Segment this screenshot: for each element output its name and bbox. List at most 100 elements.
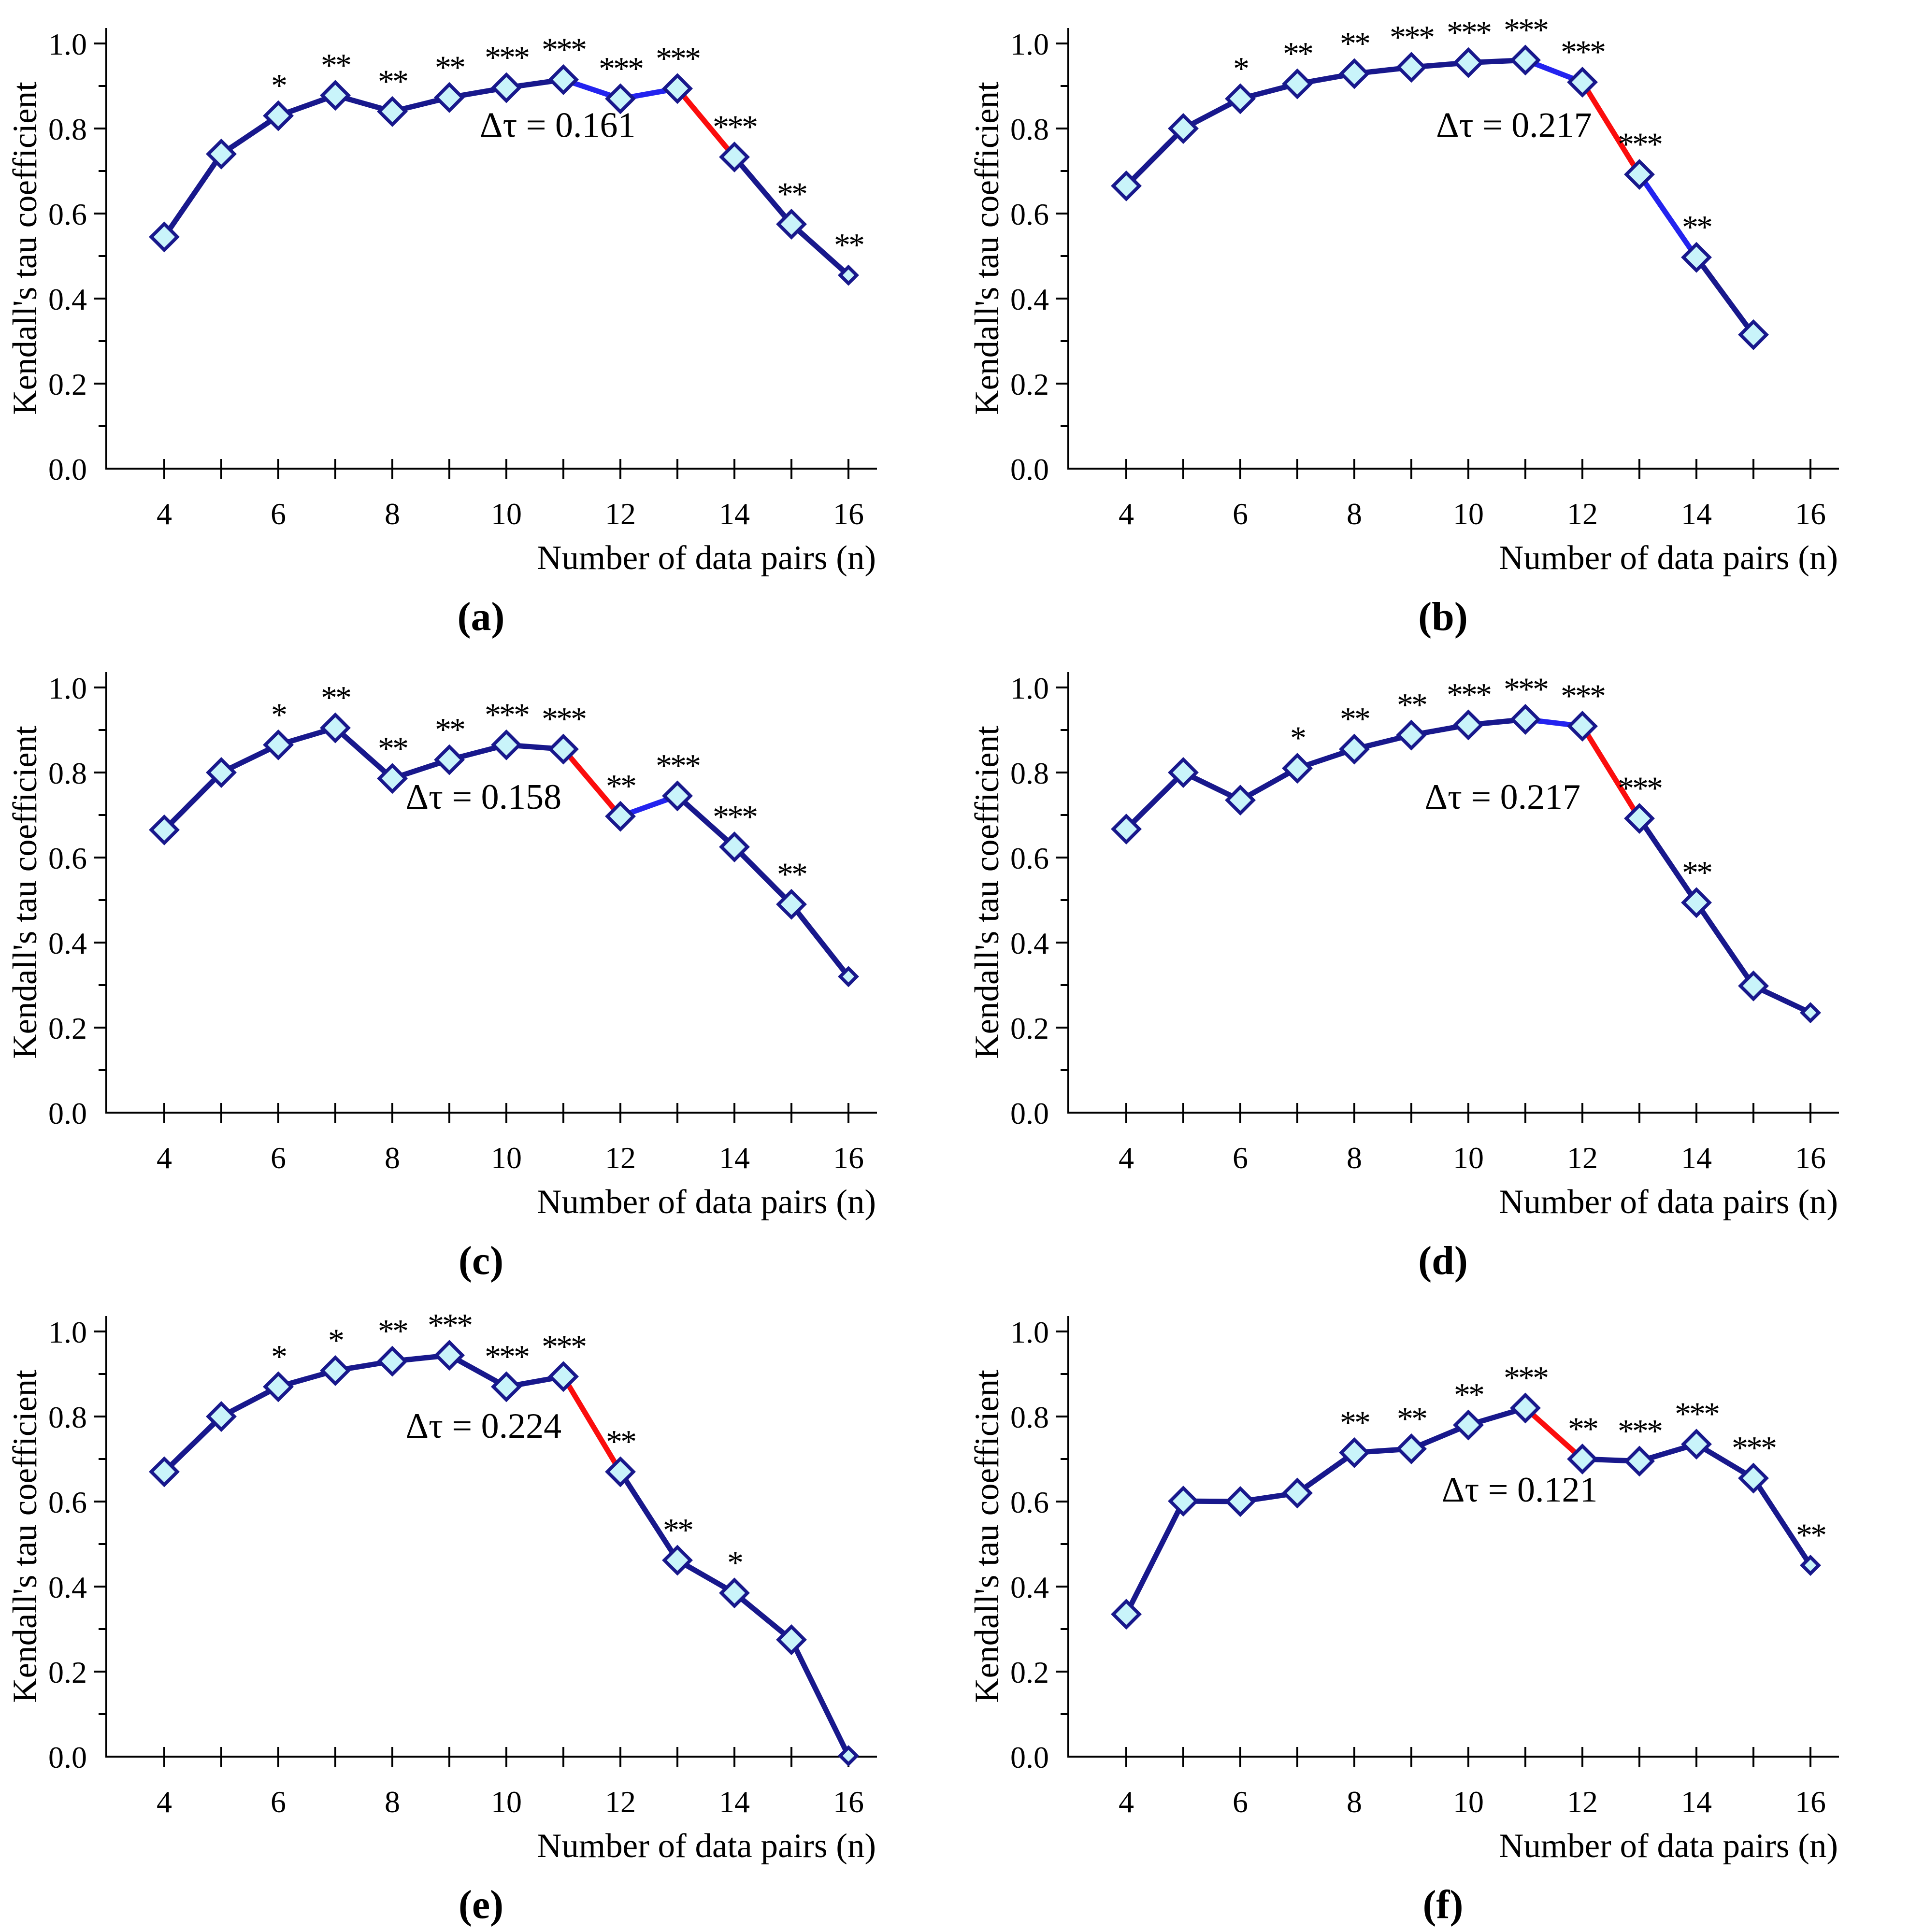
chart-e-svg: 0.0 0.2 0.4 0.6 0.8 1.0 4 6 8 10 12 14 16 Number of d… <box>6 1306 877 1865</box>
significance-stars: ** <box>777 856 806 892</box>
data-point-marker <box>491 1371 522 1402</box>
significance-stars: ** <box>435 711 464 748</box>
data-point-marker <box>1681 242 1712 273</box>
data-point-marker <box>1567 67 1598 98</box>
significance-stars: ** <box>1796 1517 1825 1553</box>
line-segment <box>1124 127 1185 188</box>
y-tick-label: 0.8 <box>48 1400 87 1434</box>
line-segment-red-drop <box>1523 1406 1584 1461</box>
data-point-marker <box>1567 711 1598 742</box>
x-tick-label: 16 <box>1795 1785 1826 1819</box>
y-axis-title: Kendall's tau coefficient <box>6 1370 44 1703</box>
line-segment-red-drop <box>561 1375 623 1474</box>
data-point-marker <box>206 757 237 788</box>
chart-a-svg: 0.0 0.2 0.4 0.6 0.8 1.0 4 6 8 10 12 14 16 Number of d… <box>6 27 877 577</box>
y-tick-label: 1.0 <box>48 1315 87 1349</box>
significance-stars: *** <box>1561 677 1605 714</box>
x-tick-label: 8 <box>1347 1785 1362 1819</box>
significance-stars: *** <box>1504 671 1548 707</box>
chart-c-svg: 0.0 0.2 0.4 0.6 0.8 1.0 4 6 8 10 12 14 16 Number of d… <box>6 671 877 1221</box>
data-point-marker <box>1339 1437 1370 1468</box>
y-tick-label: 0.4 <box>48 926 87 960</box>
panel-f: 0.0 0.2 0.4 0.6 0.8 1.0 4 6 8 10 12 14 16 Number of d… <box>962 1288 1924 1932</box>
y-tick-label: 0.0 <box>1010 1740 1049 1775</box>
y-axis-title: Kendall's tau coefficient <box>968 726 1006 1059</box>
chart-f-svg: 0.0 0.2 0.4 0.6 0.8 1.0 4 6 8 10 12 14 16 Number of d… <box>968 1315 1839 1865</box>
data-point-marker <box>548 64 579 95</box>
line-segment-red-drop <box>1580 81 1642 176</box>
x-tick-label: 8 <box>385 497 400 531</box>
x-tick-label: 6 <box>1233 497 1248 531</box>
data-point-marker <box>1624 159 1655 190</box>
y-axis-title: Kendall's tau coefficient <box>968 82 1006 415</box>
significance-stars: *** <box>542 701 586 737</box>
data-point-marker <box>377 763 408 794</box>
panel-caption-f: (f) <box>1422 1882 1464 1927</box>
y-tick-label: 0.2 <box>48 1655 87 1689</box>
data-point-marker <box>206 138 237 170</box>
x-tick-label: 12 <box>1567 1141 1598 1175</box>
significance-stars: *** <box>1561 33 1605 70</box>
data-point-marker <box>149 221 180 253</box>
y-tick-label: 0.0 <box>1010 452 1049 487</box>
significance-stars: ** <box>321 679 350 716</box>
significance-stars: *** <box>1618 1412 1662 1449</box>
data-point-marker <box>1681 887 1712 918</box>
data-point-marker <box>1510 1392 1541 1424</box>
x-tick-label: 4 <box>1119 1141 1134 1175</box>
significance-stars: *** <box>485 1338 529 1374</box>
data-point-marker <box>838 264 859 286</box>
significance-stars: ** <box>834 227 863 263</box>
line-segment <box>162 152 224 239</box>
line-segment-red-drop <box>561 747 623 818</box>
significance-stars: *** <box>1504 11 1548 48</box>
significance-stars: *** <box>1675 1395 1719 1432</box>
line-segment <box>1751 1476 1813 1567</box>
data-point-marker <box>491 729 522 760</box>
significance-stars: *** <box>1447 676 1491 713</box>
delta-tau-annotation: Δτ = 0.217 <box>1436 106 1592 145</box>
panel-e: 0.0 0.2 0.4 0.6 0.8 1.0 4 6 8 10 12 14 16 Number of d… <box>0 1288 962 1932</box>
data-point-marker <box>434 744 465 775</box>
data-point-marker <box>838 1745 859 1767</box>
y-tick-label: 0.4 <box>1010 1570 1049 1604</box>
data-point-marker <box>1624 803 1655 834</box>
y-axis-title: Kendall's tau coefficient <box>968 1370 1006 1703</box>
y-tick-label: 0.6 <box>48 197 87 231</box>
y-tick-label: 0.8 <box>1010 1400 1049 1434</box>
delta-tau-annotation: Δτ = 0.121 <box>1442 1470 1598 1510</box>
x-tick-label: 12 <box>1567 1785 1598 1819</box>
data-point-marker <box>434 1340 465 1371</box>
significance-stars: ** <box>777 175 806 212</box>
y-tick-label: 0.2 <box>1010 1655 1049 1689</box>
x-tick-label: 12 <box>605 1141 636 1175</box>
line-segment <box>1694 901 1756 987</box>
data-point-marker <box>838 966 859 987</box>
y-tick-label: 0.2 <box>48 367 87 401</box>
panel-b: 0.0 0.2 0.4 0.6 0.8 1.0 4 6 8 10 12 14 16 Number of d… <box>962 0 1924 644</box>
data-point-marker <box>719 142 750 172</box>
y-tick-label: 0.2 <box>1010 1011 1049 1045</box>
data-point-marker <box>263 100 294 131</box>
data-point-marker <box>662 780 693 812</box>
significance-stars: ** <box>1340 1404 1369 1441</box>
x-axis-title: Number of data pairs (n) <box>537 539 876 577</box>
data-point-marker <box>1800 1002 1821 1024</box>
data-point-marker <box>1168 1486 1199 1517</box>
data-point-marker <box>1282 1477 1313 1509</box>
significance-stars: * <box>271 67 286 104</box>
significance-stars: *** <box>1447 14 1491 51</box>
panel-caption-e: (e) <box>458 1882 504 1927</box>
significance-stars: * <box>271 1338 286 1374</box>
significance-stars: * <box>1290 719 1305 756</box>
data-point-marker <box>1624 1445 1655 1477</box>
delta-tau-annotation: Δτ = 0.217 <box>1425 777 1581 817</box>
significance-stars: ** <box>1682 209 1711 245</box>
y-tick-label: 1.0 <box>1010 671 1049 705</box>
data-point-marker <box>1168 113 1199 144</box>
x-tick-label: 14 <box>719 1141 750 1175</box>
data-point-marker <box>320 80 351 111</box>
x-axis-title: Number of data pairs (n) <box>1499 539 1838 577</box>
delta-tau-annotation: Δτ = 0.158 <box>406 777 562 817</box>
